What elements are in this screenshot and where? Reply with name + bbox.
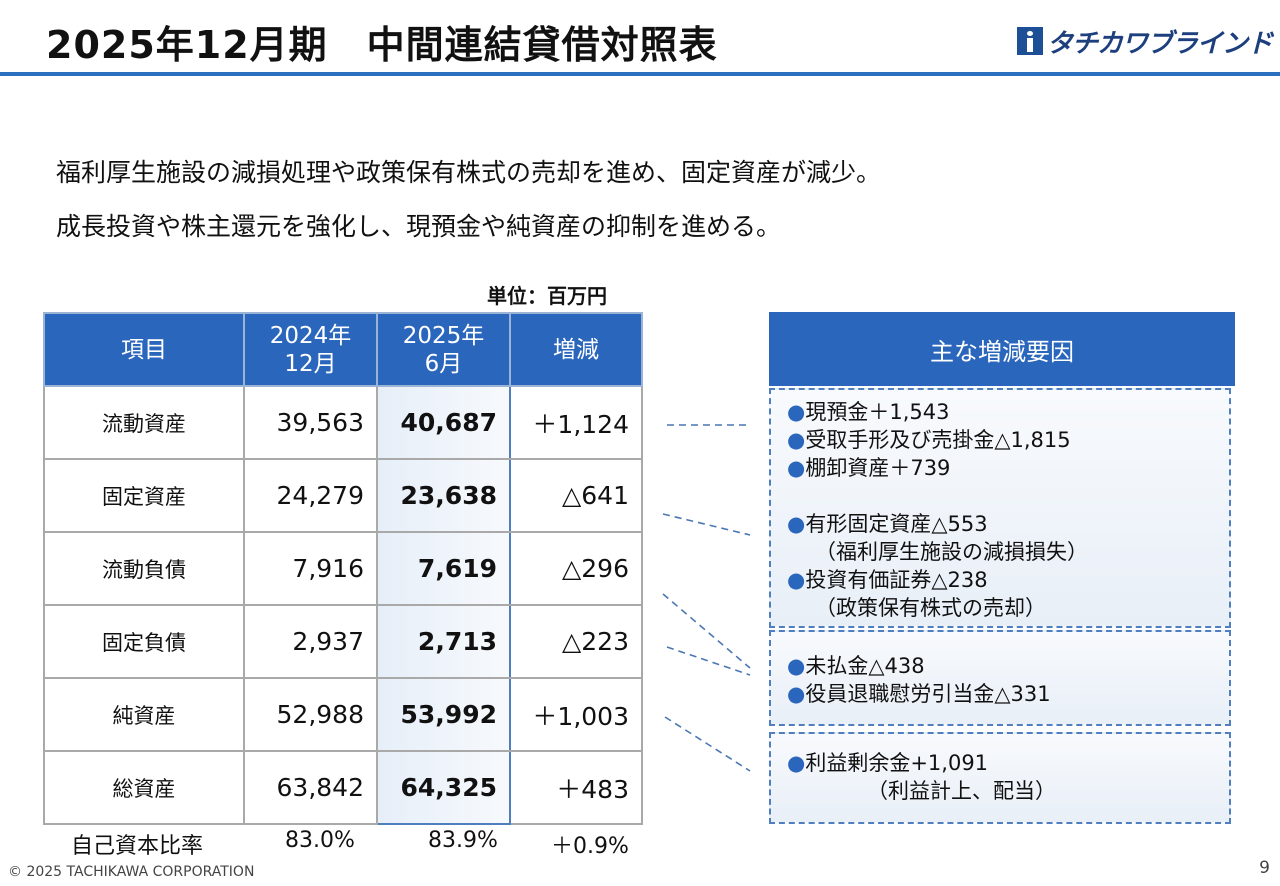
row-prev: 7,916 xyxy=(243,531,378,606)
row-prev: 52,988 xyxy=(243,677,378,752)
bullet-icon: ● xyxy=(787,654,806,678)
factor-item: ●棚卸資産＋739 xyxy=(787,456,951,480)
factors-assets-box: ●現預金＋1,543 ●受取手形及び売掛金△1,815 ●棚卸資産＋739 ●有… xyxy=(769,388,1231,628)
factor-item: ●未払金△438 xyxy=(787,654,925,678)
connector-net-assets xyxy=(664,716,751,772)
row-diff: △223 xyxy=(509,604,643,679)
balance-sheet-table: 項目 2024年 12月 2025年 6月 増減 流動資産 39,563 40,68… xyxy=(43,312,643,825)
factor-item: ●有形固定資産△553 xyxy=(787,512,988,536)
equity-ratio-current: 83.9% xyxy=(428,828,498,853)
row-diff: ＋483 xyxy=(509,750,643,825)
row-current: 53,992 xyxy=(376,677,511,752)
factors-liabilities-box: ●未払金△438 ●役員退職慰労引当金△331 xyxy=(769,630,1231,726)
row-prev: 39,563 xyxy=(243,385,378,460)
table-row: 総資産 63,842 64,325 ＋483 xyxy=(43,750,643,825)
factors-equity-box: ●利益剰余金+1,091 （利益計上、配当） xyxy=(769,732,1231,824)
row-item: 総資産 xyxy=(43,750,245,825)
table-row: 流動資産 39,563 40,687 ＋1,124 xyxy=(43,385,643,460)
table-row: 固定負債 2,937 2,713 △223 xyxy=(43,604,643,679)
header-current-period: 2025年 6月 xyxy=(376,312,511,387)
lead-text: 福利厚生施設の減損処理や政策保有株式の売却を進め、固定資産が減少。 成長投資や株… xyxy=(56,146,881,254)
logo-text: タチカワブラインド xyxy=(1046,28,1273,59)
factor-item: ●利益剰余金+1,091 xyxy=(787,751,989,775)
bullet-icon: ● xyxy=(787,512,806,536)
table-row: 固定資産 24,279 23,638 △641 xyxy=(43,458,643,533)
row-diff: △296 xyxy=(509,531,643,606)
factors-title: 主な増減要因 xyxy=(769,312,1235,386)
header-diff: 増減 xyxy=(509,312,643,387)
connector-fixed-assets xyxy=(662,513,751,536)
title-divider xyxy=(0,72,1280,76)
factor-note: （利益計上、配当） xyxy=(867,779,1056,803)
factor-item: ●投資有価証券△238 xyxy=(787,568,988,592)
row-current: 2,713 xyxy=(376,604,511,679)
header-prev-period: 2024年 12月 xyxy=(243,312,378,387)
table-row: 流動負債 7,916 7,619 △296 xyxy=(43,531,643,606)
factor-item: ●現預金＋1,543 xyxy=(787,400,950,424)
bullet-icon: ● xyxy=(787,400,806,424)
header-item: 項目 xyxy=(43,312,245,387)
connector-current-liabilities xyxy=(662,593,751,669)
row-prev: 63,842 xyxy=(243,750,378,825)
row-prev: 2,937 xyxy=(243,604,378,679)
table-row: 純資産 52,988 53,992 ＋1,003 xyxy=(43,677,643,752)
bullet-icon: ● xyxy=(787,428,806,452)
row-diff: △641 xyxy=(509,458,643,533)
equity-ratio-prev: 83.0% xyxy=(285,828,355,853)
row-current: 40,687 xyxy=(376,385,511,460)
equity-ratio-diff: ＋0.9% xyxy=(551,834,629,859)
row-current: 23,638 xyxy=(376,458,511,533)
unit-label: 単位：百万円 xyxy=(487,284,607,308)
row-item: 流動資産 xyxy=(43,385,245,460)
factor-note: （政策保有株式の売却） xyxy=(815,596,1046,620)
row-diff: ＋1,003 xyxy=(509,677,643,752)
bullet-icon: ● xyxy=(787,682,806,706)
bullet-icon: ● xyxy=(787,456,806,480)
bullet-icon: ● xyxy=(787,751,806,775)
page-number: 9 xyxy=(1259,858,1270,878)
equity-ratio-label: 自己資本比率 xyxy=(71,834,204,859)
info-i-icon xyxy=(1016,27,1043,55)
row-diff: ＋1,124 xyxy=(509,385,643,460)
lead-line-2: 成長投資や株主還元を強化し、現預金や純資産の抑制を進める。 xyxy=(56,212,782,241)
factor-item: ●受取手形及び売掛金△1,815 xyxy=(787,428,1071,452)
row-prev: 24,279 xyxy=(243,458,378,533)
row-current: 7,619 xyxy=(376,531,511,606)
connector-fixed-liabilities xyxy=(666,646,751,676)
row-item: 純資産 xyxy=(43,677,245,752)
page-title: 2025年12月期 中間連結貸借対照表 xyxy=(46,23,718,67)
row-current: 64,325 xyxy=(376,750,511,825)
row-item: 流動負債 xyxy=(43,531,245,606)
row-item: 固定資産 xyxy=(43,458,245,533)
copyright: © 2025 TACHIKAWA CORPORATION xyxy=(8,864,255,880)
table-header-row: 項目 2024年 12月 2025年 6月 増減 xyxy=(43,312,643,387)
company-logo: タチカワブラインド xyxy=(1016,26,1273,59)
equity-ratio-row: 自己資本比率 83.0% 83.9% ＋0.9% xyxy=(43,828,641,859)
row-item: 固定負債 xyxy=(43,604,245,679)
factor-note: （福利厚生施設の減損損失） xyxy=(815,540,1088,564)
lead-line-1: 福利厚生施設の減損処理や政策保有株式の売却を進め、固定資産が減少。 xyxy=(56,158,882,187)
bullet-icon: ● xyxy=(787,568,806,592)
factor-item: ●役員退職慰労引当金△331 xyxy=(787,682,1051,706)
